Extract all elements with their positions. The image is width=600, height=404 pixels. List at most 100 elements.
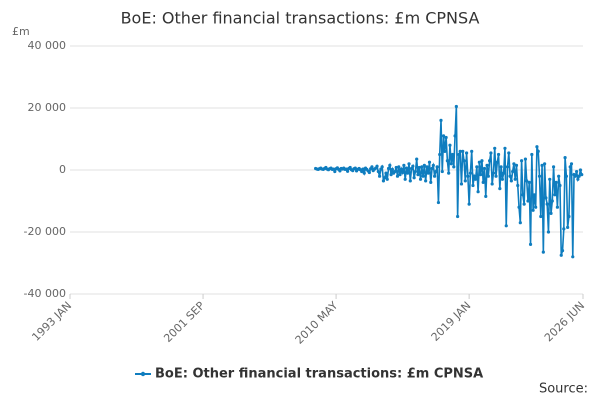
point: [564, 174, 568, 178]
point: [406, 171, 410, 175]
legend-marker: [140, 371, 146, 377]
point: [418, 177, 423, 181]
point: [543, 162, 547, 166]
point: [554, 180, 558, 184]
point: [441, 134, 446, 138]
point: [445, 159, 449, 163]
point: [546, 230, 551, 234]
point: [481, 180, 485, 184]
point: [513, 177, 517, 181]
point: [507, 151, 511, 155]
point: [384, 171, 388, 175]
y-axis-label: £m: [12, 25, 30, 38]
point: [473, 177, 478, 181]
y-tick-label: 0: [59, 163, 66, 176]
point: [562, 227, 566, 231]
point: [459, 182, 464, 186]
point: [393, 169, 397, 174]
point: [490, 182, 494, 186]
point: [362, 171, 366, 175]
point: [516, 183, 520, 188]
point: [525, 179, 529, 183]
point: [479, 173, 483, 177]
point: [540, 163, 544, 167]
point: [472, 174, 476, 178]
chart-title: BoE: Other financial transactions: £m CP…: [121, 9, 480, 28]
series-line: [315, 106, 583, 257]
point: [553, 193, 557, 197]
point: [534, 205, 538, 209]
point: [447, 171, 451, 175]
point: [573, 174, 577, 178]
point: [390, 167, 394, 171]
point: [493, 146, 497, 150]
point: [370, 165, 374, 169]
point: [527, 180, 531, 184]
point: [468, 171, 473, 175]
point: [557, 174, 561, 178]
source: Source:: [539, 382, 588, 397]
point: [580, 173, 584, 177]
point: [411, 164, 415, 168]
point: [489, 151, 493, 155]
point: [500, 177, 505, 181]
point: [388, 163, 392, 167]
point: [495, 160, 499, 164]
point: [380, 165, 384, 169]
point: [420, 165, 424, 169]
point: [438, 152, 442, 157]
point: [415, 157, 419, 161]
point: [333, 169, 337, 174]
point: [367, 170, 371, 175]
point: [421, 174, 425, 178]
point: [440, 169, 444, 174]
point: [485, 163, 489, 167]
point: [530, 152, 534, 157]
point: [461, 149, 465, 153]
point: [578, 168, 583, 172]
point: [462, 159, 466, 163]
point: [476, 190, 480, 194]
point: [549, 211, 553, 215]
point: [433, 174, 437, 178]
point: [521, 193, 525, 197]
point: [408, 179, 412, 183]
point: [439, 118, 443, 122]
point: [528, 242, 533, 246]
point: [436, 200, 441, 205]
point: [559, 253, 563, 257]
x-tick-label: 2010 MAY: [293, 299, 341, 347]
point: [376, 169, 380, 174]
point: [484, 194, 488, 198]
point: [477, 160, 481, 164]
point: [427, 160, 432, 164]
point: [531, 208, 535, 212]
point: [567, 214, 571, 219]
point: [537, 174, 542, 178]
point: [456, 214, 460, 219]
point: [491, 171, 496, 175]
point: [509, 179, 513, 183]
point: [402, 163, 406, 167]
point: [413, 169, 418, 174]
point: [425, 165, 429, 169]
point: [511, 169, 515, 174]
point: [486, 174, 490, 178]
point: [560, 249, 565, 253]
point: [496, 152, 501, 157]
point: [463, 179, 467, 183]
point: [568, 165, 572, 169]
x-tick-label: 1993 JAN: [29, 299, 74, 344]
point: [431, 163, 435, 167]
point: [512, 162, 516, 166]
point: [522, 202, 526, 206]
point: [375, 164, 379, 168]
point: [535, 145, 539, 149]
point: [448, 143, 452, 147]
point: [422, 163, 426, 167]
point: [555, 205, 560, 209]
point: [544, 196, 548, 200]
point: [434, 169, 438, 174]
point: [435, 165, 439, 169]
